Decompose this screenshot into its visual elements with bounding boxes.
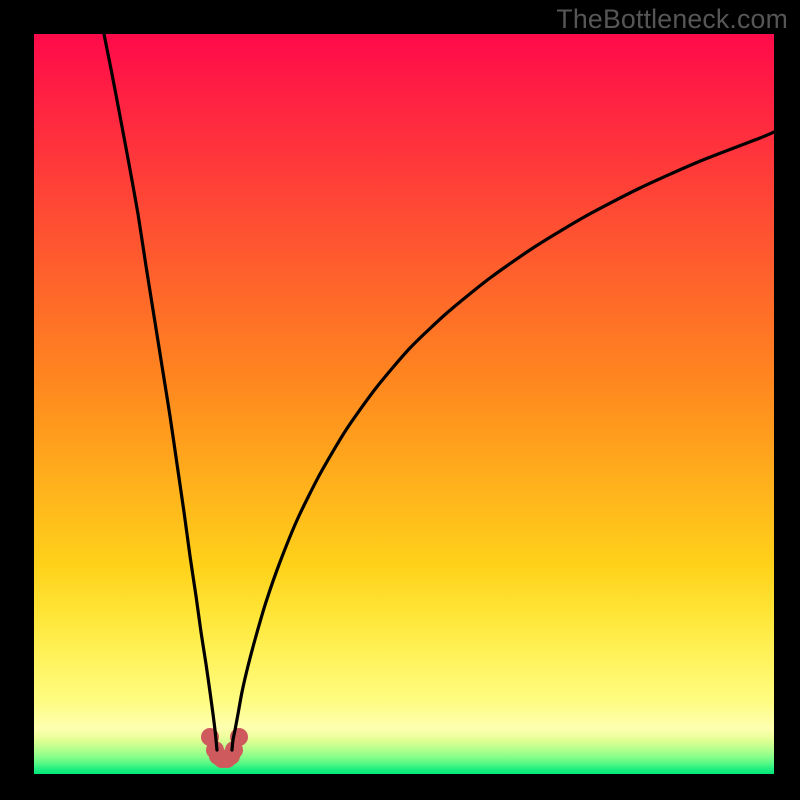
curve-left-branch (104, 34, 217, 750)
curve-right-branch (232, 132, 774, 750)
outer-frame: TheBottleneck.com (0, 0, 800, 800)
watermark-text: TheBottleneck.com (556, 4, 788, 35)
curve-overlay (0, 0, 800, 800)
